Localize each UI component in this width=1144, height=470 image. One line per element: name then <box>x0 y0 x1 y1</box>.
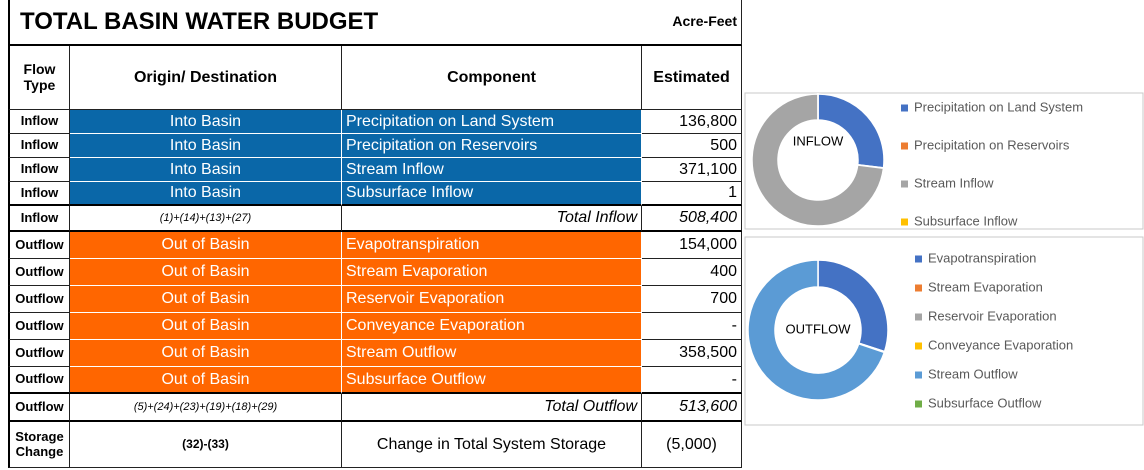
legend-label: Conveyance Evaporation <box>928 337 1073 352</box>
legend-swatch <box>901 142 908 150</box>
table-cell: Total Outflow <box>342 394 642 422</box>
table-cell: Stream Inflow <box>342 158 642 182</box>
donut-label: OUTFLOW <box>786 321 852 336</box>
table-cell: 1 <box>642 182 742 206</box>
table-cell: 154,000 <box>642 232 742 259</box>
units: Acre-Feet <box>642 0 742 46</box>
legend-swatch <box>915 371 922 379</box>
legend-label: Stream Evaporation <box>928 279 1043 294</box>
legend-swatch <box>901 104 908 112</box>
legend-swatch <box>915 400 922 408</box>
table-cell: Outflow <box>8 394 70 422</box>
table-cell: Inflow <box>8 134 70 158</box>
table-cell: Out of Basin <box>70 340 342 367</box>
table-cell: Inflow <box>8 206 70 232</box>
table-cell: 700 <box>642 286 742 313</box>
legend-label: Subsurface Inflow <box>914 213 1018 228</box>
budget-table: TOTAL BASIN WATER BUDGET Acre-Feet Flow … <box>8 0 742 470</box>
table-cell: (1)+(14)+(13)+(27) <box>70 206 342 232</box>
table-cell: Into Basin <box>70 158 342 182</box>
legend-swatch <box>915 255 922 263</box>
table-cell: Outflow <box>8 286 70 313</box>
table-cell: 371,100 <box>642 158 742 182</box>
table-cell: Total Inflow <box>342 206 642 232</box>
table-cell: Out of Basin <box>70 313 342 340</box>
table-cell: Conveyance Evaporation <box>342 313 642 340</box>
table-cell: 500 <box>642 134 742 158</box>
table-cell: Outflow <box>8 313 70 340</box>
table-cell: Into Basin <box>70 182 342 206</box>
table-cell: 513,600 <box>642 394 742 422</box>
table-cell: Outflow <box>8 259 70 286</box>
legend-label: Stream Outflow <box>928 366 1018 381</box>
table-title: TOTAL BASIN WATER BUDGET <box>8 0 642 46</box>
table-cell: - <box>642 367 742 394</box>
table-cell: 508,400 <box>642 206 742 232</box>
table-cell: Outflow <box>8 340 70 367</box>
legend-swatch <box>901 180 908 188</box>
table-cell: Stream Outflow <box>342 340 642 367</box>
table-cell: - <box>642 313 742 340</box>
legend-swatch <box>901 218 908 226</box>
legend-swatch <box>915 313 922 321</box>
table-cell: Storage Change <box>8 422 70 468</box>
legend-label: Precipitation on Land System <box>914 99 1083 114</box>
donut-slice <box>747 259 886 401</box>
column-header: Component <box>342 46 642 110</box>
table-cell: (32)-(33) <box>70 422 342 468</box>
table-cell: 400 <box>642 259 742 286</box>
column-header: Flow Type <box>8 46 70 110</box>
table-cell: Into Basin <box>70 110 342 134</box>
table-cell: Stream Evaporation <box>342 259 642 286</box>
table-cell: Inflow <box>8 182 70 206</box>
legend-label: Precipitation on Reservoirs <box>914 137 1070 152</box>
legend-label: Reservoir Evaporation <box>928 308 1057 323</box>
donut-slice <box>751 93 885 227</box>
table-cell: Into Basin <box>70 134 342 158</box>
table-cell: Inflow <box>8 110 70 134</box>
legend-label: Subsurface Outflow <box>928 395 1042 410</box>
column-header: Estimated <box>642 46 742 110</box>
table-cell: Precipitation on Reservoirs <box>342 134 642 158</box>
table-cell: Reservoir Evaporation <box>342 286 642 313</box>
table-cell: Out of Basin <box>70 259 342 286</box>
legend-swatch <box>915 342 922 350</box>
legend-label: Evapotranspiration <box>928 250 1036 265</box>
table-cell: Precipitation on Land System <box>342 110 642 134</box>
donut-label: INFLOW <box>793 133 844 148</box>
legend-label: Stream Inflow <box>914 175 994 190</box>
table-cell: Change in Total System Storage <box>342 422 642 468</box>
table-cell: (5,000) <box>642 422 742 468</box>
table-cell: (5)+(24)+(23)+(19)+(18)+(29) <box>70 394 342 422</box>
table-cell: Subsurface Inflow <box>342 182 642 206</box>
table-cell: 136,800 <box>642 110 742 134</box>
table-cell: Out of Basin <box>70 367 342 394</box>
column-header: Origin/ Destination <box>70 46 342 110</box>
table-cell: Evapotranspiration <box>342 232 642 259</box>
table-cell: Inflow <box>8 158 70 182</box>
table-cell: Subsurface Outflow <box>342 367 642 394</box>
table-cell: Outflow <box>8 232 70 259</box>
legend-swatch <box>915 284 922 292</box>
table-cell: Outflow <box>8 367 70 394</box>
table-cell: Out of Basin <box>70 232 342 259</box>
table-cell: Out of Basin <box>70 286 342 313</box>
table-cell: 358,500 <box>642 340 742 367</box>
